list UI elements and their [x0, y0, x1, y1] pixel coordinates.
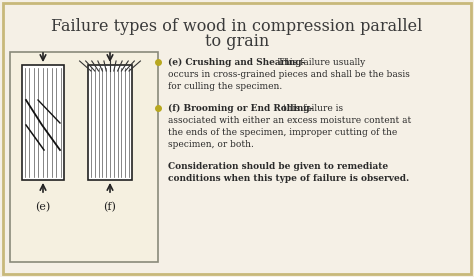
Bar — [88, 65, 132, 180]
Text: this failure is: this failure is — [280, 104, 343, 113]
Bar — [22, 65, 64, 180]
Text: Failure types of wood in compression parallel: Failure types of wood in compression par… — [51, 18, 423, 35]
Text: This failure usually: This failure usually — [275, 58, 365, 67]
Text: for culling the specimen.: for culling the specimen. — [168, 82, 282, 91]
Text: occurs in cross-grained pieces and shall be the basis: occurs in cross-grained pieces and shall… — [168, 70, 410, 79]
Text: (e): (e) — [36, 202, 51, 212]
Text: the ends of the specimen, improper cutting of the: the ends of the specimen, improper cutti… — [168, 128, 397, 137]
Text: Consideration should be given to remediate: Consideration should be given to remedia… — [168, 162, 388, 171]
Text: conditions when this type of failure is observed.: conditions when this type of failure is … — [168, 174, 409, 183]
Text: (e) Crushing and Shearing-: (e) Crushing and Shearing- — [168, 58, 305, 67]
Text: associated with either an excess moisture content at: associated with either an excess moistur… — [168, 116, 411, 125]
Text: (f) Brooming or End Rolling-: (f) Brooming or End Rolling- — [168, 104, 313, 113]
Text: specimen, or both.: specimen, or both. — [168, 140, 254, 149]
Bar — [10, 52, 158, 262]
Text: (f): (f) — [103, 202, 117, 212]
Text: to grain: to grain — [205, 33, 269, 50]
